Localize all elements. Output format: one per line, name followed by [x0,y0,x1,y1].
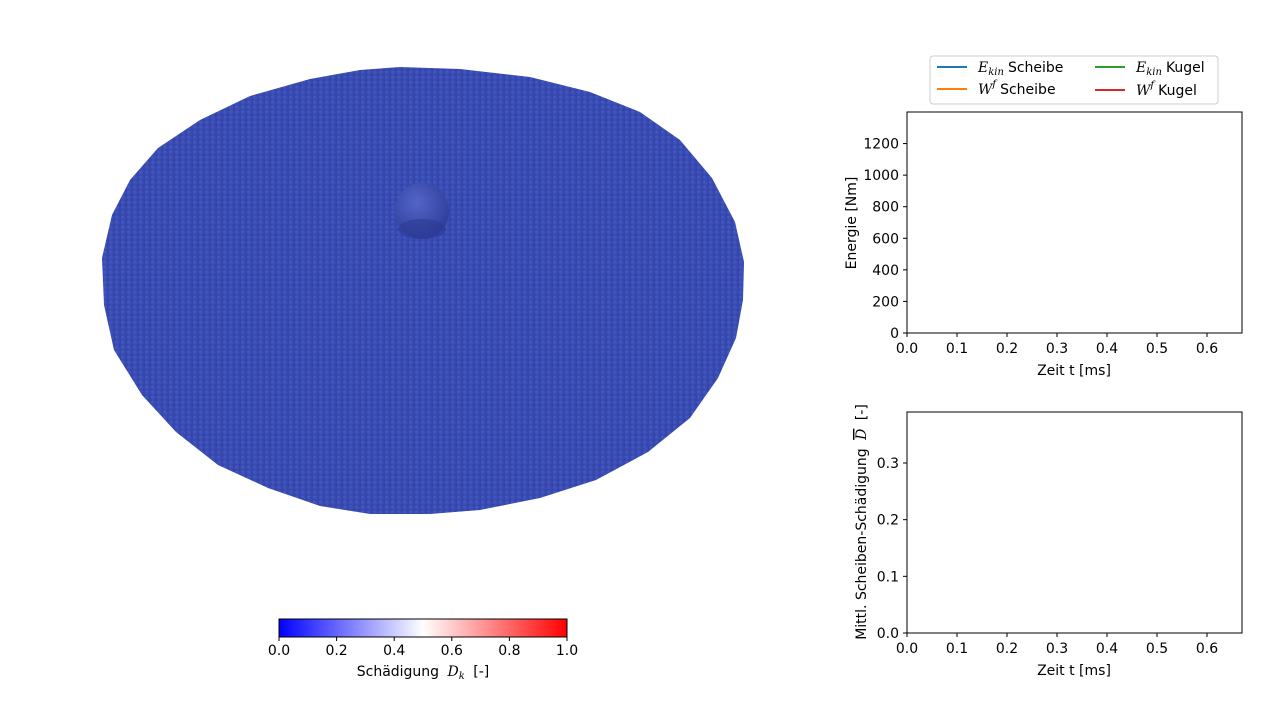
damage-x-label: Zeit t [ms] [1037,663,1111,679]
damage-chart: 0.0 0.1 0.2 0.3 0.4 0.5 0.6 0.0 0.1 0.2 0.3 Zeit … [854,404,1243,679]
energy-y-tick-label: 800 [872,200,899,216]
legend-item-ekin-kugel: Ekin Kugel [1095,60,1205,78]
damage-y-label: Mittl. Scheiben-Schädigung D [-] [854,404,870,640]
colorbar-tick-label: 1.0 [556,643,578,659]
colorbar-bar [278,618,568,638]
disk-scene [102,67,744,514]
legend: Ekin Scheibe Wf Scheibe Ekin Kugel Wf Kugel [929,55,1219,105]
energy-x-tick-label: 0.0 [896,341,918,357]
energy-x-tick-label: 0.5 [1146,341,1168,357]
energy-x-tick-label: 0.6 [1196,341,1218,357]
colorbar-tick-label: 0.6 [441,643,463,659]
energy-y-tick-label: 200 [872,294,899,310]
damage-x-tick-label: 0.2 [996,641,1018,657]
legend-item-wf-scheibe: Wf Scheibe [937,79,1056,98]
colorbar-tick-label: 0.2 [325,643,347,659]
energy-y-tick-label: 1200 [863,137,899,153]
legend-item-wf-kugel: Wf Kugel [1095,80,1197,99]
damage-y-ticks: 0.0 0.1 0.2 0.3 [877,456,907,642]
damage-x-tick-label: 0.5 [1146,641,1168,657]
impactor-sphere [395,183,449,239]
legend-box [929,55,1219,105]
energy-x-tick-label: 0.2 [996,341,1018,357]
energy-y-tick-label: 0 [890,326,899,342]
damage-y-tick-label: 0.0 [877,626,899,642]
damage-x-tick-label: 0.6 [1196,641,1218,657]
energy-x-tick-label: 0.1 [946,341,968,357]
colorbar-tick-label: 0.4 [383,643,405,659]
damage-y-tick-label: 0.1 [877,569,899,585]
energy-y-tick-label: 600 [872,231,899,247]
energy-y-tick-label: 400 [872,263,899,279]
damage-x-tick-label: 0.4 [1096,641,1118,657]
energy-y-ticks: 0 200 400 600 800 1000 1200 [863,137,907,342]
colorbar-ticks: 0.0 0.2 0.4 0.6 0.8 1.0 [268,637,578,659]
colorbar: 0.0 0.2 0.4 0.6 0.8 1.0 Schädigung Dk [-] [268,618,578,683]
energy-x-ticks: 0.0 0.1 0.2 0.3 0.4 0.5 0.6 [896,333,1218,357]
damage-plot-area [906,411,1243,634]
energy-x-tick-label: 0.3 [1046,341,1068,357]
colorbar-tick-label: 0.0 [268,643,290,659]
damage-y-tick-label: 0.3 [877,456,899,472]
damage-y-tick-label: 0.2 [877,513,899,529]
damage-x-tick-label: 0.3 [1046,641,1068,657]
damage-x-tick-label: 0.1 [946,641,968,657]
colorbar-label: Schädigung Dk [-] [357,664,490,683]
energy-chart: 0.0 0.1 0.2 0.3 0.4 0.5 0.6 0 200 400 600 800 1000 1… [844,111,1243,379]
colorbar-tick-label: 0.8 [498,643,520,659]
energy-x-label: Zeit t [ms] [1037,363,1111,379]
energy-x-tick-label: 0.4 [1096,341,1118,357]
damage-x-ticks: 0.0 0.1 0.2 0.3 0.4 0.5 0.6 [896,633,1218,657]
damage-disk [102,67,744,514]
energy-y-tick-label: 1000 [863,168,899,184]
damage-x-tick-label: 0.0 [896,641,918,657]
legend-item-ekin-scheibe: Ekin Scheibe [937,60,1063,78]
energy-plot-area [906,111,1243,334]
energy-y-label: Energie [Nm] [844,177,860,270]
